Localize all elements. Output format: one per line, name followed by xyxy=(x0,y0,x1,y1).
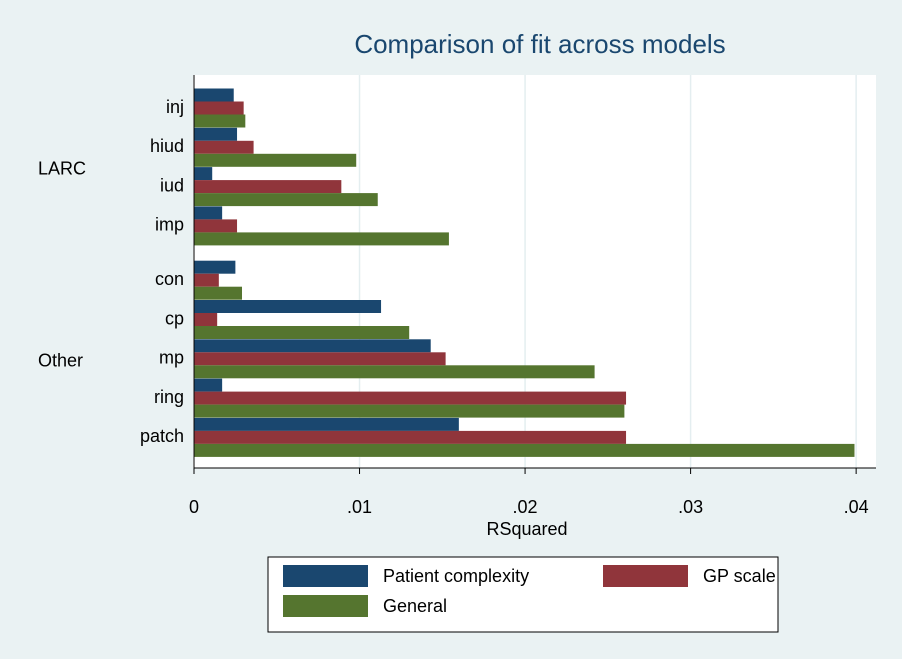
bar xyxy=(194,180,342,194)
legend-label: GP scale xyxy=(703,566,776,586)
bar xyxy=(194,352,446,366)
bar xyxy=(194,313,218,326)
x-tick-label: .01 xyxy=(347,497,372,517)
category-label: mp xyxy=(159,348,184,368)
bar xyxy=(194,206,223,220)
group-label: Other xyxy=(38,351,83,371)
bar xyxy=(194,430,627,444)
group-label: LARC xyxy=(38,159,86,179)
legend-swatch xyxy=(603,565,688,587)
bar xyxy=(194,339,431,353)
legend-label: General xyxy=(383,596,447,616)
bar xyxy=(194,365,595,379)
category-label: iud xyxy=(160,175,184,195)
bar xyxy=(194,378,223,392)
category-label: ring xyxy=(154,387,184,407)
bar xyxy=(194,153,357,167)
bar xyxy=(194,219,238,233)
category-label: cp xyxy=(165,308,184,328)
category-label: patch xyxy=(140,426,184,446)
bar xyxy=(194,88,234,102)
bar xyxy=(194,273,219,287)
bar xyxy=(194,232,449,246)
legend-swatch xyxy=(283,595,368,617)
bar xyxy=(194,101,244,115)
legend-swatch xyxy=(283,565,368,587)
bar xyxy=(194,404,625,418)
bar xyxy=(194,114,246,128)
legend-label: Patient complexity xyxy=(383,566,529,586)
bar xyxy=(194,300,382,313)
chart-title: Comparison of fit across models xyxy=(354,29,725,59)
bar xyxy=(194,391,627,405)
bar xyxy=(194,127,238,141)
bar xyxy=(194,417,459,431)
category-label: imp xyxy=(155,215,184,235)
x-tick-label: 0 xyxy=(189,497,199,517)
bar xyxy=(194,326,410,339)
bar xyxy=(194,167,213,181)
bar xyxy=(194,193,378,207)
category-label: con xyxy=(155,269,184,289)
x-axis-label: RSquared xyxy=(486,519,567,539)
bar xyxy=(194,286,243,300)
x-tick-label: .04 xyxy=(844,497,869,517)
bar xyxy=(194,140,254,154)
category-label: inj xyxy=(166,97,184,117)
x-tick-label: .03 xyxy=(678,497,703,517)
category-label: hiud xyxy=(150,136,184,156)
bar xyxy=(194,443,855,457)
x-tick-label: .02 xyxy=(513,497,538,517)
bar xyxy=(194,260,236,274)
